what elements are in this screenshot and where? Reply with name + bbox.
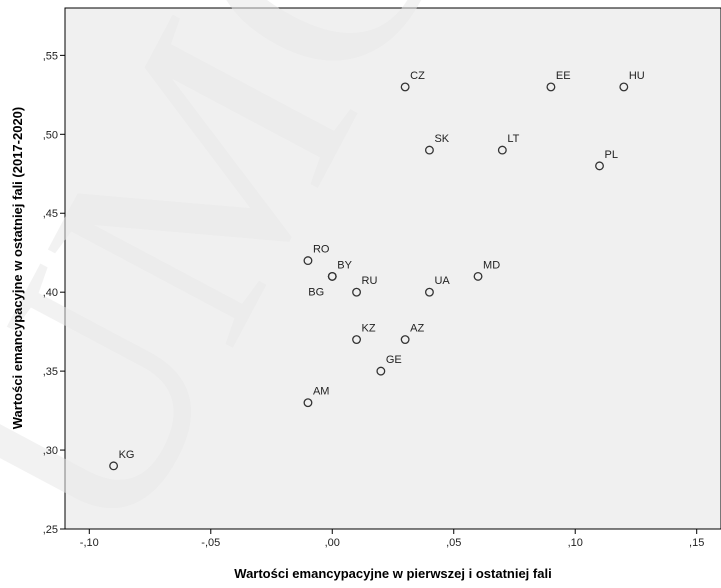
data-label-hu: HU	[629, 70, 645, 82]
data-label-by: BY	[337, 259, 352, 271]
x-tick-label: ,10	[568, 537, 583, 549]
data-point-md	[473, 271, 483, 281]
data-label-pl: PL	[605, 149, 618, 161]
y-tick-label: ,45	[43, 208, 58, 220]
x-tick-label: ,15	[689, 537, 704, 549]
x-tick-label: ,05	[446, 537, 461, 549]
x-tick-label: ,00	[325, 537, 340, 549]
y-axis: ,25 ,30 ,35 ,40 ,45 ,50 ,55	[43, 50, 65, 536]
data-label-ee: EE	[556, 70, 571, 82]
data-point-pl	[595, 161, 604, 171]
data-point-sk	[424, 145, 434, 155]
y-tick-label: ,25	[43, 524, 58, 536]
x-tick-label: -,10	[80, 537, 99, 549]
data-point-ro	[303, 256, 313, 266]
data-label-sk: SK	[434, 133, 449, 145]
x-axis-title: Wartości emancypacyjne w pierwszej i ost…	[234, 566, 551, 581]
data-point-hu	[619, 82, 629, 92]
y-tick-label: ,40	[43, 287, 58, 299]
points-layer: KG AM RO BY BG RU KZ GE AZ CZ SK UA MD LT EE PL HU	[109, 70, 645, 471]
data-label-am: AM	[313, 386, 330, 398]
data-point-ee	[546, 82, 556, 92]
data-point-am	[303, 398, 313, 408]
data-label-lt: LT	[507, 133, 519, 145]
data-point-ru	[352, 287, 362, 297]
data-label-ua: UA	[434, 275, 450, 287]
x-tick-label: -,05	[201, 537, 220, 549]
y-tick-label: ,55	[43, 50, 58, 62]
data-label-ru: RU	[362, 275, 378, 287]
y-tick-label: ,30	[43, 445, 58, 457]
data-point-cz	[400, 82, 410, 92]
plot-area	[64, 7, 721, 530]
data-point-kg	[109, 461, 119, 471]
data-label-kz: KZ	[362, 323, 376, 335]
data-label-kg: KG	[119, 449, 135, 461]
data-label-bg: BG	[308, 286, 324, 298]
data-label-ge: GE	[386, 354, 402, 366]
y-tick-label: ,50	[43, 129, 58, 141]
y-tick-label: ,35	[43, 366, 58, 378]
data-point-kz	[352, 335, 362, 344]
data-label-md: MD	[483, 259, 500, 271]
data-label-ro: RO	[313, 244, 330, 256]
data-label-az: AZ	[410, 323, 424, 335]
data-label-cz: CZ	[410, 70, 425, 82]
data-point-lt	[497, 145, 507, 155]
data-point-bg	[327, 271, 337, 281]
y-axis-title: Wartości emancypacyjne w ostatniej fali …	[10, 107, 25, 430]
data-point-ge	[376, 366, 386, 376]
data-point-az	[400, 335, 410, 344]
data-point-ua	[424, 287, 434, 297]
x-axis: -,10 -,05 ,00 ,05 ,10 ,15	[80, 529, 704, 549]
